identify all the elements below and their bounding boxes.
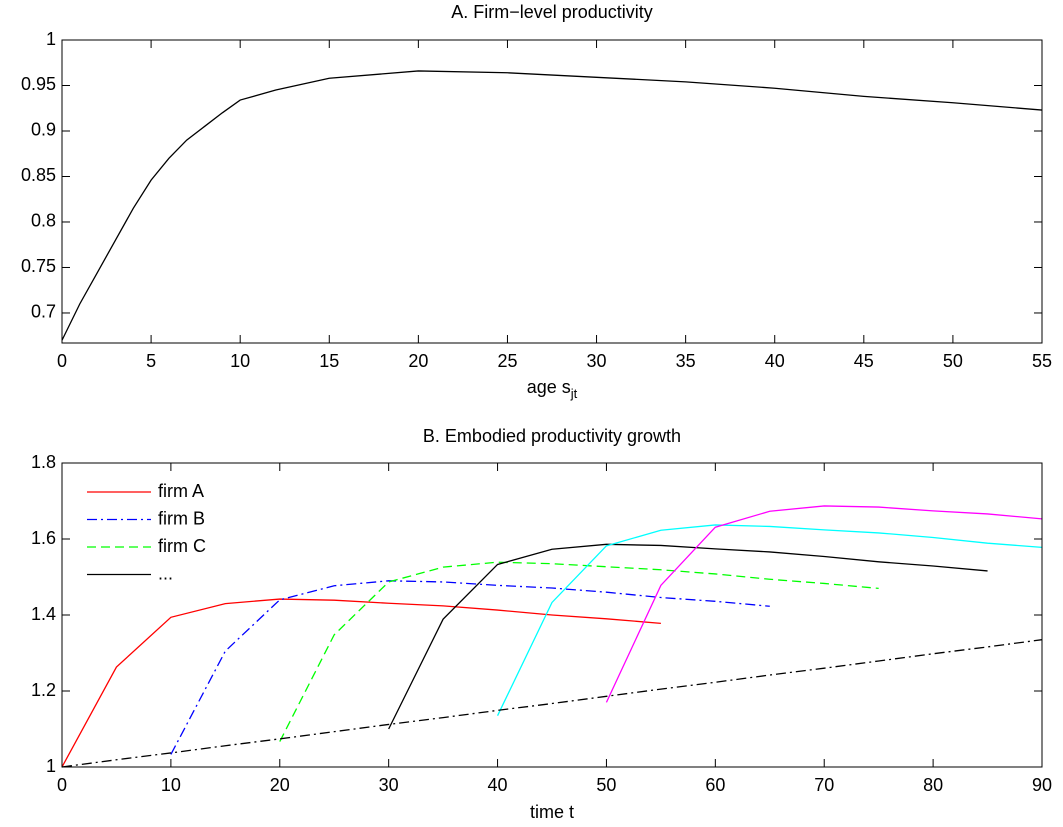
x-tick-label: 35 — [676, 351, 696, 371]
x-tick-label: 0 — [57, 775, 67, 795]
x-axis-label: age sjt — [527, 377, 578, 402]
y-tick-label: 0.9 — [31, 120, 56, 140]
x-axis-label: time t — [530, 802, 574, 822]
x-tick-label: 60 — [705, 775, 725, 795]
data-line — [496, 524, 1043, 716]
y-tick-label: 1 — [46, 29, 56, 49]
x-tick-label: 15 — [319, 351, 339, 371]
y-tick-label: 0.7 — [31, 302, 56, 322]
legend-label: firm B — [158, 508, 205, 528]
x-axis-label-main: age s — [527, 377, 571, 397]
x-tick-label: 30 — [379, 775, 399, 795]
legend-label: firm A — [158, 481, 204, 501]
x-tick-label: 10 — [161, 775, 181, 795]
x-tick-label: 40 — [765, 351, 785, 371]
data-line — [279, 561, 879, 742]
x-tick-label: 40 — [488, 775, 508, 795]
y-tick-label: 0.95 — [21, 74, 56, 94]
y-tick-label: 0.75 — [21, 256, 56, 276]
x-axis-label-main: time t — [530, 802, 574, 822]
x-tick-label: 55 — [1032, 351, 1052, 371]
x-axis-label-sub: jt — [570, 386, 578, 401]
x-tick-label: 50 — [596, 775, 616, 795]
x-tick-label: 20 — [270, 775, 290, 795]
data-line — [61, 639, 1043, 768]
chart-title: A. Firm−level productivity — [451, 2, 653, 22]
x-tick-label: 70 — [814, 775, 834, 795]
x-tick-label: 10 — [230, 351, 250, 371]
x-tick-label: 0 — [57, 351, 67, 371]
x-tick-label: 90 — [1032, 775, 1052, 795]
legend-label: ... — [158, 563, 173, 583]
x-tick-label: 30 — [587, 351, 607, 371]
axes-frame — [61, 39, 1043, 344]
y-tick-label: 1.2 — [31, 680, 56, 700]
x-tick-label: 80 — [923, 775, 943, 795]
data-line — [61, 70, 1043, 341]
data-line — [61, 598, 661, 768]
y-tick-label: 0.8 — [31, 211, 56, 231]
x-tick-label: 50 — [943, 351, 963, 371]
data-line — [170, 580, 770, 755]
chart-title: B. Embodied productivity growth — [423, 426, 681, 446]
y-tick-label: 0.85 — [21, 165, 56, 185]
y-tick-label: 1.6 — [31, 528, 56, 548]
y-tick-label: 1.8 — [31, 452, 56, 472]
legend-label: firm C — [158, 536, 206, 556]
x-tick-label: 25 — [497, 351, 517, 371]
axes-frame — [61, 462, 1043, 768]
x-tick-label: 5 — [146, 351, 156, 371]
data-line — [388, 543, 988, 730]
x-tick-label: 20 — [408, 351, 428, 371]
x-tick-label: 45 — [854, 351, 874, 371]
y-tick-label: 1 — [46, 756, 56, 776]
y-tick-label: 1.4 — [31, 604, 56, 624]
data-line — [605, 505, 1043, 703]
